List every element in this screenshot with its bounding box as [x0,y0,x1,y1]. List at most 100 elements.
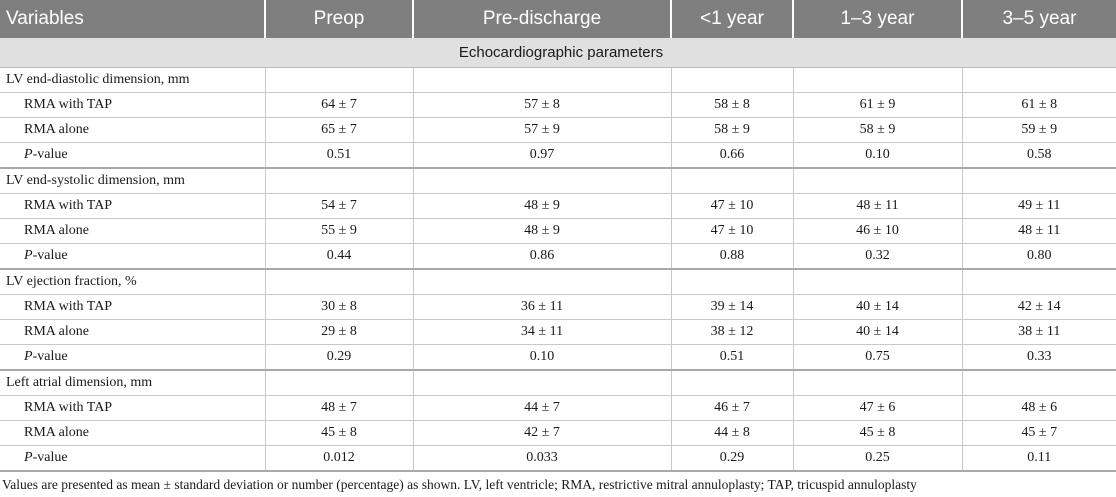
group-label: Left atrial dimension, mm [0,370,266,396]
value-cell: 0.51 [671,344,794,371]
value-cell: 49 ± 11 [962,193,1116,219]
row-label: RMA with TAP [0,193,266,219]
empty-cell [413,370,672,396]
value-cell: 65 ± 7 [265,117,414,143]
value-cell: 0.10 [413,344,672,371]
row-label: RMA with TAP [0,92,266,118]
empty-cell [793,67,963,93]
value-cell: 0.51 [265,142,414,169]
row-label: RMA alone [0,117,266,143]
value-cell: 29 ± 8 [265,319,414,345]
value-cell: 48 ± 11 [962,218,1116,244]
value-cell: 55 ± 9 [265,218,414,244]
p-value-row: P-value 0.29 0.10 0.51 0.75 0.33 [0,344,1116,371]
value-cell: 0.29 [671,445,794,472]
echo-parameters-table: Variables Preop Pre-discharge <1 year 1–… [0,0,1116,472]
empty-cell [671,269,794,295]
value-cell: 0.80 [962,243,1116,270]
header-pre-discharge: Pre-discharge [413,0,672,38]
empty-cell [671,67,794,93]
row-label: RMA with TAP [0,395,266,421]
value-cell: 58 ± 9 [671,117,794,143]
value-cell: 36 ± 11 [413,294,672,320]
value-cell: 57 ± 8 [413,92,672,118]
value-cell: 38 ± 11 [962,319,1116,345]
value-cell: 0.29 [265,344,414,371]
header-row: Variables Preop Pre-discharge <1 year 1–… [0,0,1116,38]
value-cell: 0.86 [413,243,672,270]
value-cell: 57 ± 9 [413,117,672,143]
table-row: RMA with TAP 54 ± 7 48 ± 9 47 ± 10 48 ± 11 49… [0,193,1116,219]
table-row: RMA alone 45 ± 8 42 ± 7 44 ± 8 45 ± 8 45 ± 7 [0,420,1116,446]
value-cell: 44 ± 7 [413,395,672,421]
empty-cell [265,269,414,295]
p-value-label-rest: -value [32,349,68,364]
group-header-row: LV ejection fraction, % [0,269,1116,295]
section-title: Echocardiographic parameters [0,38,1116,68]
value-cell: 40 ± 14 [793,294,963,320]
empty-cell [962,370,1116,396]
section-row: Echocardiographic parameters [0,38,1116,68]
empty-cell [962,168,1116,194]
value-cell: 0.88 [671,243,794,270]
value-cell: 38 ± 12 [671,319,794,345]
value-cell: 0.012 [265,445,414,472]
p-italic-label: P [24,248,33,263]
value-cell: 59 ± 9 [962,117,1116,143]
empty-cell [265,67,414,93]
header-variables: Variables [0,0,266,38]
value-cell: 0.75 [793,344,963,371]
value-cell: 30 ± 8 [265,294,414,320]
empty-cell [962,269,1116,295]
value-cell: 0.32 [793,243,963,270]
table-row: RMA alone 55 ± 9 48 ± 9 47 ± 10 46 ± 10 48 ± … [0,218,1116,244]
header-preop: Preop [265,0,414,38]
empty-cell [413,168,672,194]
value-cell: 48 ± 9 [413,218,672,244]
table-row: RMA with TAP 64 ± 7 57 ± 8 58 ± 8 61 ± 9 61 ±… [0,92,1116,118]
value-cell: 0.66 [671,142,794,169]
value-cell: 48 ± 9 [413,193,672,219]
value-cell: 0.97 [413,142,672,169]
value-cell: 61 ± 8 [962,92,1116,118]
table-row: RMA alone 65 ± 7 57 ± 9 58 ± 9 58 ± 9 59 ± 9 [0,117,1116,143]
value-cell: 58 ± 9 [793,117,963,143]
p-value-label-rest: -value [32,248,68,263]
value-cell: 44 ± 8 [671,420,794,446]
value-cell: 48 ± 6 [962,395,1116,421]
value-cell: 40 ± 14 [793,319,963,345]
empty-cell [265,370,414,396]
row-label: P-value [0,445,266,472]
group-header-row: Left atrial dimension, mm [0,370,1116,396]
row-label: P-value [0,243,266,270]
row-label: RMA with TAP [0,294,266,320]
empty-cell [413,67,672,93]
value-cell: 42 ± 7 [413,420,672,446]
group-label: LV ejection fraction, % [0,269,266,295]
value-cell: 42 ± 14 [962,294,1116,320]
p-value-row: P-value 0.44 0.86 0.88 0.32 0.80 [0,243,1116,270]
value-cell: 47 ± 10 [671,218,794,244]
group-label: LV end-systolic dimension, mm [0,168,266,194]
value-cell: 0.58 [962,142,1116,169]
p-value-row: P-value 0.51 0.97 0.66 0.10 0.58 [0,142,1116,169]
group-header-row: LV end-diastolic dimension, mm [0,67,1116,93]
value-cell: 46 ± 10 [793,218,963,244]
empty-cell [793,269,963,295]
empty-cell [962,67,1116,93]
value-cell: 39 ± 14 [671,294,794,320]
p-value-label-rest: -value [32,147,68,162]
value-cell: 48 ± 7 [265,395,414,421]
value-cell: 45 ± 8 [793,420,963,446]
empty-cell [671,370,794,396]
empty-cell [413,269,672,295]
row-label: P-value [0,344,266,371]
value-cell: 45 ± 8 [265,420,414,446]
value-cell: 61 ± 9 [793,92,963,118]
empty-cell [793,168,963,194]
group-label: LV end-diastolic dimension, mm [0,67,266,93]
p-value-row: P-value 0.012 0.033 0.29 0.25 0.11 [0,445,1116,472]
group-header-row: LV end-systolic dimension, mm [0,168,1116,194]
row-label: P-value [0,142,266,169]
header-1-3-year: 1–3 year [793,0,963,38]
